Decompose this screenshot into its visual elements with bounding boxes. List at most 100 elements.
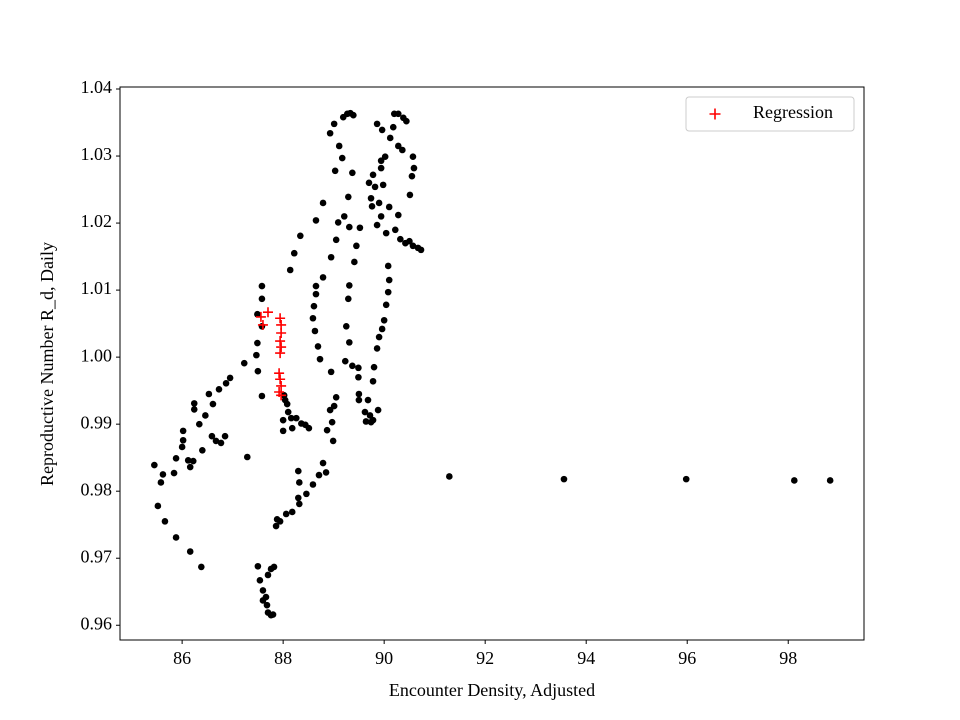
point bbox=[243, 453, 251, 461]
point bbox=[355, 396, 363, 404]
point bbox=[270, 563, 278, 571]
point bbox=[369, 416, 377, 424]
point bbox=[682, 475, 690, 483]
point bbox=[275, 374, 286, 385]
point bbox=[256, 577, 264, 584]
point bbox=[332, 394, 340, 401]
point bbox=[409, 153, 417, 161]
point bbox=[154, 502, 162, 510]
point bbox=[253, 351, 260, 359]
point bbox=[303, 490, 310, 498]
point bbox=[310, 302, 318, 310]
point bbox=[286, 266, 294, 274]
point bbox=[369, 377, 377, 385]
point bbox=[294, 467, 302, 475]
point bbox=[368, 203, 376, 210]
point bbox=[417, 246, 425, 254]
point bbox=[334, 219, 342, 226]
point bbox=[274, 368, 285, 379]
y-axis-label: Reproductive Number R_d, Daily bbox=[37, 242, 57, 486]
point bbox=[346, 223, 353, 231]
point bbox=[276, 390, 287, 401]
point bbox=[151, 461, 158, 469]
point bbox=[195, 420, 203, 428]
legend-box bbox=[685, 96, 855, 132]
point bbox=[186, 548, 194, 555]
point bbox=[356, 224, 364, 232]
point bbox=[349, 362, 356, 370]
point bbox=[258, 295, 266, 303]
point bbox=[262, 307, 273, 318]
point bbox=[290, 249, 298, 257]
y-tick-label: 0.96 bbox=[81, 613, 113, 633]
point bbox=[375, 333, 383, 341]
point bbox=[215, 386, 223, 393]
point bbox=[345, 193, 352, 201]
point bbox=[382, 229, 390, 237]
legend-marker bbox=[709, 108, 721, 120]
point bbox=[226, 374, 234, 382]
point bbox=[254, 339, 261, 347]
point bbox=[254, 310, 261, 318]
point bbox=[319, 459, 327, 467]
point bbox=[222, 379, 230, 387]
point bbox=[364, 396, 372, 404]
point bbox=[292, 414, 300, 422]
x-tick-label: 96 bbox=[678, 648, 696, 668]
point bbox=[279, 416, 287, 424]
point bbox=[258, 392, 266, 400]
point bbox=[335, 142, 343, 150]
point bbox=[159, 471, 167, 478]
point bbox=[288, 424, 296, 432]
point bbox=[323, 426, 331, 434]
point bbox=[375, 199, 383, 207]
point bbox=[340, 213, 348, 220]
point bbox=[351, 258, 358, 266]
point bbox=[371, 183, 379, 191]
point bbox=[319, 274, 327, 281]
point bbox=[296, 500, 303, 508]
point bbox=[345, 295, 352, 303]
point bbox=[170, 469, 178, 477]
point bbox=[370, 363, 378, 371]
point bbox=[161, 518, 169, 525]
y-tick-label: 1.04 bbox=[81, 77, 113, 97]
point bbox=[409, 242, 417, 250]
point bbox=[287, 414, 295, 422]
point bbox=[384, 288, 392, 296]
point bbox=[362, 418, 370, 425]
point bbox=[311, 327, 319, 335]
point bbox=[190, 400, 198, 407]
point bbox=[258, 282, 266, 290]
point bbox=[198, 563, 205, 571]
point bbox=[315, 471, 323, 479]
y-tick-label: 1.01 bbox=[81, 278, 113, 298]
point bbox=[355, 364, 362, 372]
point bbox=[366, 412, 374, 419]
point bbox=[269, 611, 277, 618]
point bbox=[406, 237, 413, 245]
point bbox=[329, 437, 337, 445]
point bbox=[275, 313, 286, 324]
point bbox=[283, 400, 291, 408]
point bbox=[342, 322, 350, 330]
point bbox=[560, 475, 568, 483]
point bbox=[172, 455, 180, 462]
plot-frame bbox=[119, 86, 865, 641]
point bbox=[294, 494, 302, 502]
point bbox=[179, 427, 187, 435]
point bbox=[377, 213, 385, 220]
x-tick-label: 88 bbox=[274, 648, 292, 668]
point bbox=[259, 587, 267, 594]
point bbox=[322, 469, 330, 476]
point bbox=[309, 481, 317, 488]
point bbox=[276, 518, 284, 525]
point bbox=[309, 314, 317, 322]
x-tick-label: 90 bbox=[375, 648, 393, 668]
point bbox=[288, 508, 296, 516]
point bbox=[410, 164, 418, 172]
x-tick-label: 92 bbox=[476, 648, 494, 668]
point bbox=[202, 412, 209, 419]
